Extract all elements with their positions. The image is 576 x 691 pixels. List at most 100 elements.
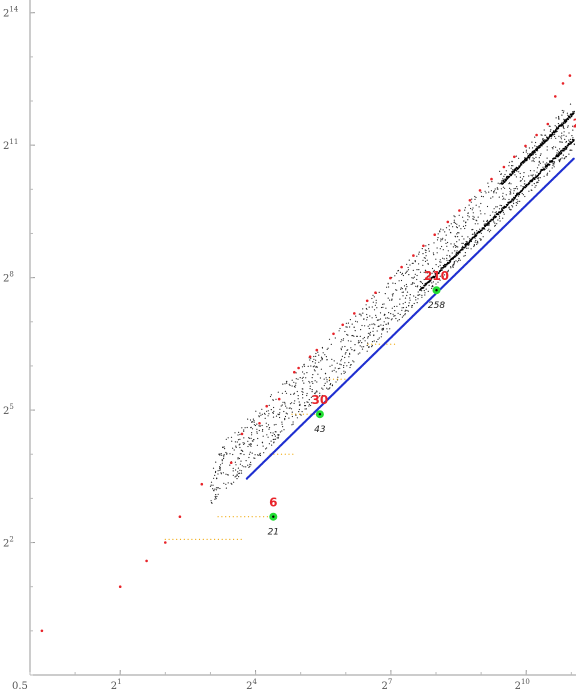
red-point	[422, 244, 425, 248]
cloud-point	[297, 378, 299, 380]
cloud-point	[565, 156, 568, 158]
cloud-point	[309, 385, 311, 387]
cloud-point	[516, 188, 519, 190]
cloud-point	[454, 250, 456, 252]
cloud-point	[458, 239, 460, 241]
cloud-point	[458, 214, 460, 216]
cloud-point	[327, 388, 329, 390]
cloud-point	[492, 196, 494, 198]
cloud-point	[334, 337, 336, 339]
cloud-point	[472, 207, 474, 209]
cloud-point	[256, 423, 258, 425]
black-point	[568, 115, 571, 118]
cloud-point	[284, 419, 286, 421]
cloud-point	[307, 365, 309, 367]
cloud-point	[563, 127, 565, 130]
cloud-point	[264, 413, 266, 415]
cloud-point	[562, 127, 565, 129]
cloud-point	[558, 118, 560, 120]
cloud-point	[399, 298, 401, 300]
cloud-point	[463, 220, 465, 222]
cloud-point	[345, 352, 347, 354]
cloud-point	[209, 485, 212, 487]
cloud-point	[214, 471, 217, 474]
cloud-point	[367, 325, 369, 327]
cloud-point	[369, 315, 371, 317]
black-point	[567, 118, 570, 121]
cloud-point	[248, 443, 250, 445]
cloud-point	[381, 333, 383, 335]
cloud-point	[513, 188, 515, 190]
cloud-point	[346, 365, 348, 367]
cloud-point	[443, 258, 445, 260]
highlight-n-label: 43	[314, 425, 326, 435]
cloud-point	[239, 438, 241, 440]
cloud-point	[464, 254, 466, 257]
cloud-point	[509, 187, 511, 189]
cloud-point	[304, 405, 306, 407]
cloud-point	[453, 263, 455, 265]
cloud-point	[239, 463, 241, 465]
cloud-point	[337, 376, 339, 378]
cloud-point	[310, 402, 313, 404]
cloud-point	[425, 288, 427, 290]
cloud-point	[259, 454, 262, 457]
cloud-point	[522, 194, 525, 196]
cloud-point	[236, 478, 238, 480]
cloud-point	[555, 137, 557, 139]
cloud-point	[541, 134, 543, 136]
cloud-point	[450, 243, 452, 245]
cloud-point	[344, 356, 346, 359]
cloud-point	[315, 355, 317, 357]
red-point	[554, 95, 557, 98]
cloud-point	[560, 158, 562, 160]
cloud-point	[232, 447, 234, 449]
cloud-point	[401, 316, 403, 318]
orange-dot	[344, 378, 346, 380]
black-point	[529, 156, 531, 158]
cloud-point	[311, 391, 313, 393]
cloud-point	[241, 465, 243, 467]
cloud-point	[462, 216, 464, 218]
cloud-point	[490, 197, 492, 199]
cloud-point	[296, 390, 298, 393]
cloud-point	[474, 241, 476, 243]
cloud-point	[467, 219, 469, 221]
cloud-point	[534, 145, 536, 147]
cloud-point	[376, 307, 378, 309]
cloud-point	[415, 285, 417, 287]
cloud-point	[416, 302, 418, 304]
cloud-point	[288, 383, 290, 385]
cloud-point	[355, 315, 357, 317]
cloud-point	[349, 326, 351, 328]
red-point	[374, 291, 377, 295]
cloud-point	[563, 118, 565, 120]
cloud-point	[383, 303, 385, 305]
black-point	[461, 248, 464, 251]
black-point	[564, 148, 566, 151]
black-point	[444, 265, 447, 268]
cloud-point	[369, 334, 371, 336]
cloud-point	[284, 390, 286, 392]
cloud-point	[429, 272, 431, 274]
black-point	[475, 234, 478, 237]
cloud-point	[310, 396, 312, 398]
cloud-point	[515, 187, 517, 190]
cloud-point	[360, 313, 362, 315]
cloud-point	[325, 356, 327, 358]
cloud-point	[502, 211, 504, 213]
cloud-point	[396, 289, 398, 291]
cloud-point	[266, 426, 268, 428]
cloud-point	[483, 220, 485, 222]
cloud-point	[450, 266, 452, 268]
cloud-point	[408, 259, 410, 261]
cloud-point	[210, 500, 212, 502]
orange-dot	[292, 453, 294, 455]
cloud-point	[555, 146, 557, 148]
cloud-point	[444, 239, 446, 241]
cloud-point	[563, 131, 565, 133]
cloud-point	[222, 446, 224, 448]
cloud-point	[494, 222, 496, 224]
cloud-point	[376, 330, 378, 332]
cloud-point	[344, 345, 346, 348]
